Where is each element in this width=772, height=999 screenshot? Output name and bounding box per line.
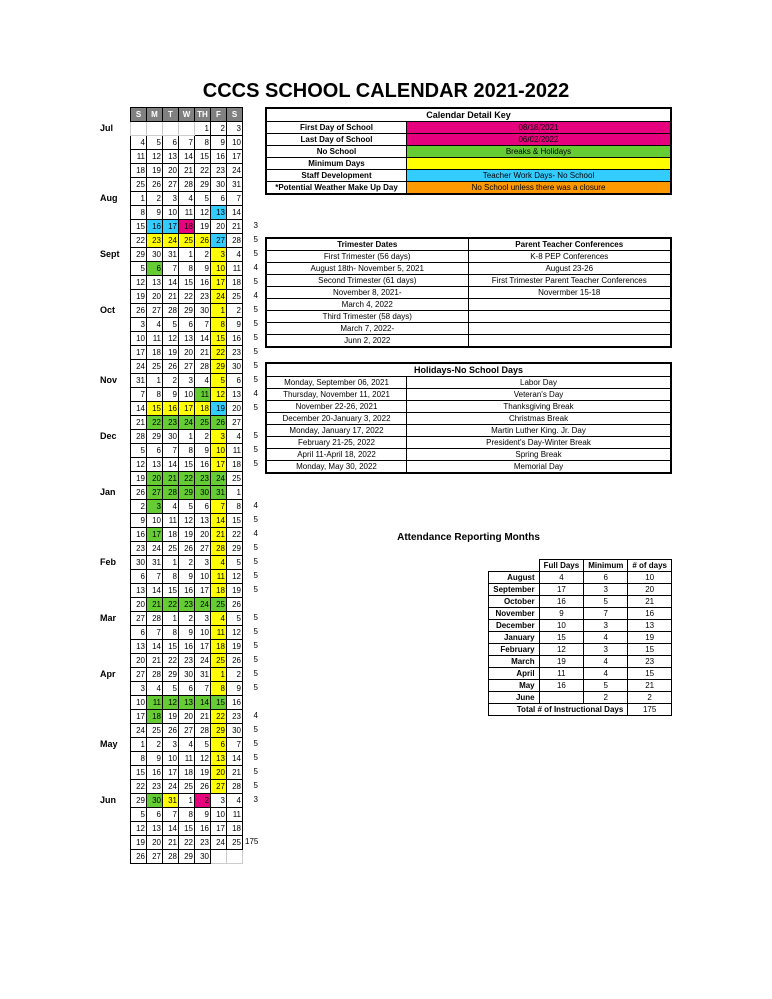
calendar-key-box: Calendar Detail Key First Day of School0… [265,107,672,195]
key-title: Calendar Detail Key [267,109,670,122]
page-title: CCCS SCHOOL CALENDAR 2021-2022 [100,80,672,103]
trimester-box: Trimester DatesParent Teacher Conference… [265,237,672,348]
holidays-box: Holidays-No School Days Monday, Septembe… [265,362,672,474]
attendance-title: Attendance Reporting Months [265,530,672,545]
holidays-title: Holidays-No School Days [267,364,670,377]
attendance-table: Full DaysMinimum# of daysAugust4610Septe… [488,559,672,716]
month-labels: JulAugSeptOctNovDecJanFebMarAprMayJun [100,107,128,864]
week-counts: 3554545555554555545455555555554555553175 [245,107,259,864]
calendar-grid: SMTWTHFS12345678910111213141516171819202… [130,107,243,864]
